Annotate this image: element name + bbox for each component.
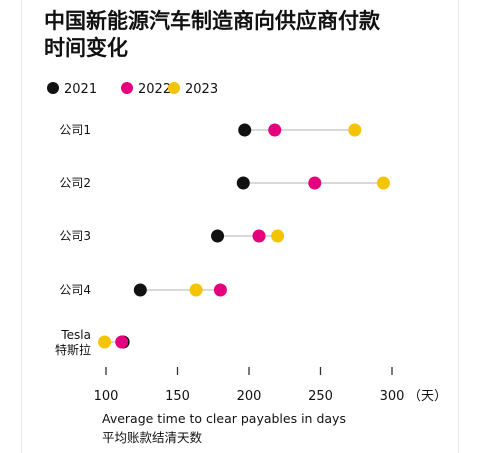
chart-title: 中国新能源汽车制造商向供应商付款 时间变化	[44, 8, 444, 62]
chart-title-line-2: 时间变化	[44, 36, 128, 60]
dot-2022	[268, 123, 282, 137]
dot-2021	[133, 283, 147, 297]
dot-2023	[189, 283, 203, 297]
x-tick-label: 200	[237, 389, 262, 404]
x-axis-label: Average time to clear payables in days	[102, 411, 346, 426]
category-label-line: 特斯拉	[55, 342, 91, 357]
x-axis-label-cn: 平均账款结清天数	[102, 430, 203, 445]
x-tick-label: 100	[94, 389, 119, 404]
legend-label-2023: 2023	[185, 82, 218, 97]
chart-title-line-1: 中国新能源汽车制造商向供应商付款	[44, 9, 380, 33]
category-label: 公司3	[59, 229, 91, 243]
dot-2023	[348, 123, 362, 137]
dot-2021	[211, 229, 225, 243]
dot-2021	[236, 176, 250, 190]
dot-2022	[213, 283, 227, 297]
card-edge-right	[458, 0, 459, 453]
dot-2023	[98, 335, 112, 349]
x-tick-label: 150	[165, 389, 190, 404]
category-label: 公司4	[59, 283, 91, 297]
x-tick-label: 300	[380, 389, 405, 404]
dot-2021	[238, 123, 252, 137]
legend-marker-2021	[47, 82, 59, 94]
dot-2022	[252, 229, 266, 243]
dot-2023	[376, 176, 390, 190]
x-tick-label: 250	[308, 389, 333, 404]
x-unit-label: （天）	[408, 389, 447, 404]
dot-2023	[271, 229, 285, 243]
card-edge-left	[21, 0, 22, 453]
category-label: 公司2	[59, 176, 91, 190]
dot-2022	[115, 335, 129, 349]
category-label-line: Tesla	[60, 328, 91, 342]
legend-label-2021: 2021	[64, 82, 97, 97]
legend-marker-2022	[121, 82, 133, 94]
dot-2022	[308, 176, 322, 190]
category-label: 公司1	[59, 123, 91, 137]
legend-marker-2023	[168, 82, 180, 94]
legend-label-2022: 2022	[138, 82, 171, 97]
